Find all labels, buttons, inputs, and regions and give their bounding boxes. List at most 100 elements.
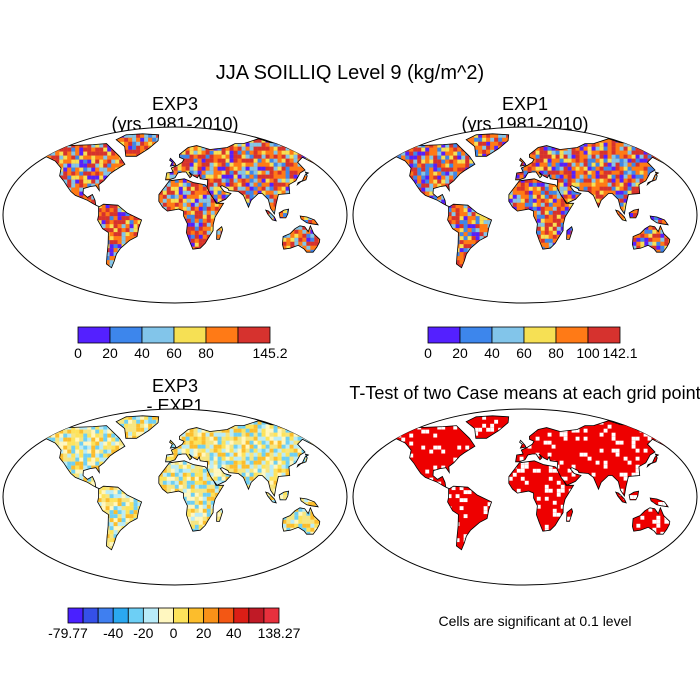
coastline (631, 224, 671, 253)
coastline (649, 215, 669, 226)
coastline (646, 453, 660, 468)
coastline (465, 415, 510, 439)
coastline (97, 203, 143, 269)
coastline (508, 178, 575, 250)
coastline (614, 209, 627, 222)
coastline (97, 485, 143, 551)
landmass-new-zealand (684, 249, 692, 257)
landmass-new-zealand (684, 531, 692, 539)
colorbar-tick-label: 20 (452, 345, 468, 361)
panel-title-line: T-Test of two Case means at each grid po… (349, 383, 700, 403)
colorbar-tick-label: 80 (548, 345, 564, 361)
colorbar-box (263, 607, 280, 624)
coastline (465, 133, 510, 157)
colorbar-box (237, 326, 271, 344)
map-panel-diff (2, 408, 348, 586)
colorbar-box (67, 607, 84, 624)
coastline (281, 506, 321, 535)
coastline (334, 248, 342, 257)
colorbar-tick-label: 145.2 (252, 345, 287, 361)
coastline (519, 439, 527, 449)
colorbar-box (555, 326, 589, 344)
colorbar-tick-label: 100 (576, 345, 600, 361)
coastline (447, 203, 493, 269)
colorbar-box (142, 607, 159, 624)
map-panel-exp3 (2, 126, 348, 304)
colorbar-exp3: 0 20 40 60 80 145.2 (74, 326, 288, 361)
colorbar-exp1: 0 20 40 60 80 100 142.1 (424, 326, 638, 361)
colorbar-tick-label: -79.77 (48, 625, 88, 641)
coastline (566, 226, 574, 240)
coastline (264, 209, 277, 222)
colorbar-box (82, 607, 99, 624)
colorbar-box (427, 326, 461, 344)
coastline (158, 178, 225, 250)
colorbar-box (97, 607, 114, 624)
coastline (447, 485, 493, 551)
colorbar-box (587, 326, 621, 344)
coastline (631, 506, 671, 535)
coastline (165, 138, 336, 216)
colorbar-box (141, 326, 175, 344)
coastline (26, 143, 126, 208)
colorbar-box (188, 607, 205, 624)
coastline (26, 425, 126, 490)
colorbar-box (173, 607, 189, 624)
field-cells-new-zealand (334, 531, 342, 539)
coastline (281, 224, 321, 253)
coastline (376, 425, 476, 490)
colorbar-box (203, 607, 220, 624)
colorbar-tick-label: -20 (133, 625, 153, 641)
coastline (216, 508, 224, 522)
coastline (684, 248, 692, 257)
coastline (216, 226, 224, 240)
colorbar-box (523, 326, 557, 344)
field-cells-new-zealand (334, 249, 342, 257)
panel-title-line: EXP3 (151, 94, 199, 114)
coastline (515, 420, 686, 498)
colorbar-tick-label: 20 (196, 625, 212, 641)
coastline (264, 491, 277, 504)
colorbar-box (233, 607, 250, 624)
colorbar-tick-label: -40 (103, 625, 123, 641)
colorbar-box (112, 607, 129, 624)
colorbar-box (491, 326, 525, 344)
colorbar-box (459, 326, 493, 344)
field-cells-new-zealand (684, 531, 692, 539)
coastline (165, 420, 336, 498)
colorbar-tick-label: 138.27 (258, 625, 301, 641)
coastline (628, 490, 640, 501)
colorbar-box (77, 326, 111, 344)
coastline (115, 133, 160, 157)
colorbar-tick-label: 0 (170, 625, 178, 641)
colorbar-tick-label: 40 (226, 625, 242, 641)
coastline (566, 508, 574, 522)
field-cells-new-zealand (684, 249, 692, 257)
coastline (376, 143, 476, 208)
colorbar-tick-label: 40 (484, 345, 500, 361)
colorbar-tick-label: 0 (424, 345, 432, 361)
coastline (519, 157, 527, 167)
coastline (649, 497, 669, 508)
coastline (299, 215, 319, 226)
panel-title-ttest: T-Test of two Case means at each grid po… (345, 383, 700, 403)
coastline (299, 497, 319, 508)
coastline (684, 530, 692, 539)
colorbar-tick-label: 40 (134, 345, 150, 361)
panel-title-line: EXP3 (151, 376, 199, 396)
colorbar-box (109, 326, 143, 344)
map-panel-exp1 (352, 126, 698, 304)
coastline (296, 453, 310, 468)
landmass-new-zealand (334, 249, 342, 257)
coastline (334, 530, 342, 539)
colorbar-tick-label: 20 (102, 345, 118, 361)
coastline (158, 460, 225, 532)
coastline (278, 490, 290, 501)
landmass-new-zealand (334, 531, 342, 539)
colorbar-tick-label: 60 (516, 345, 532, 361)
colorbar-box (127, 607, 144, 624)
colorbar-box (173, 326, 207, 344)
coastline (614, 491, 627, 504)
colorbar-box (158, 607, 174, 624)
figure-title: JJA SOILLIQ Level 9 (kg/m^2) (215, 62, 485, 84)
